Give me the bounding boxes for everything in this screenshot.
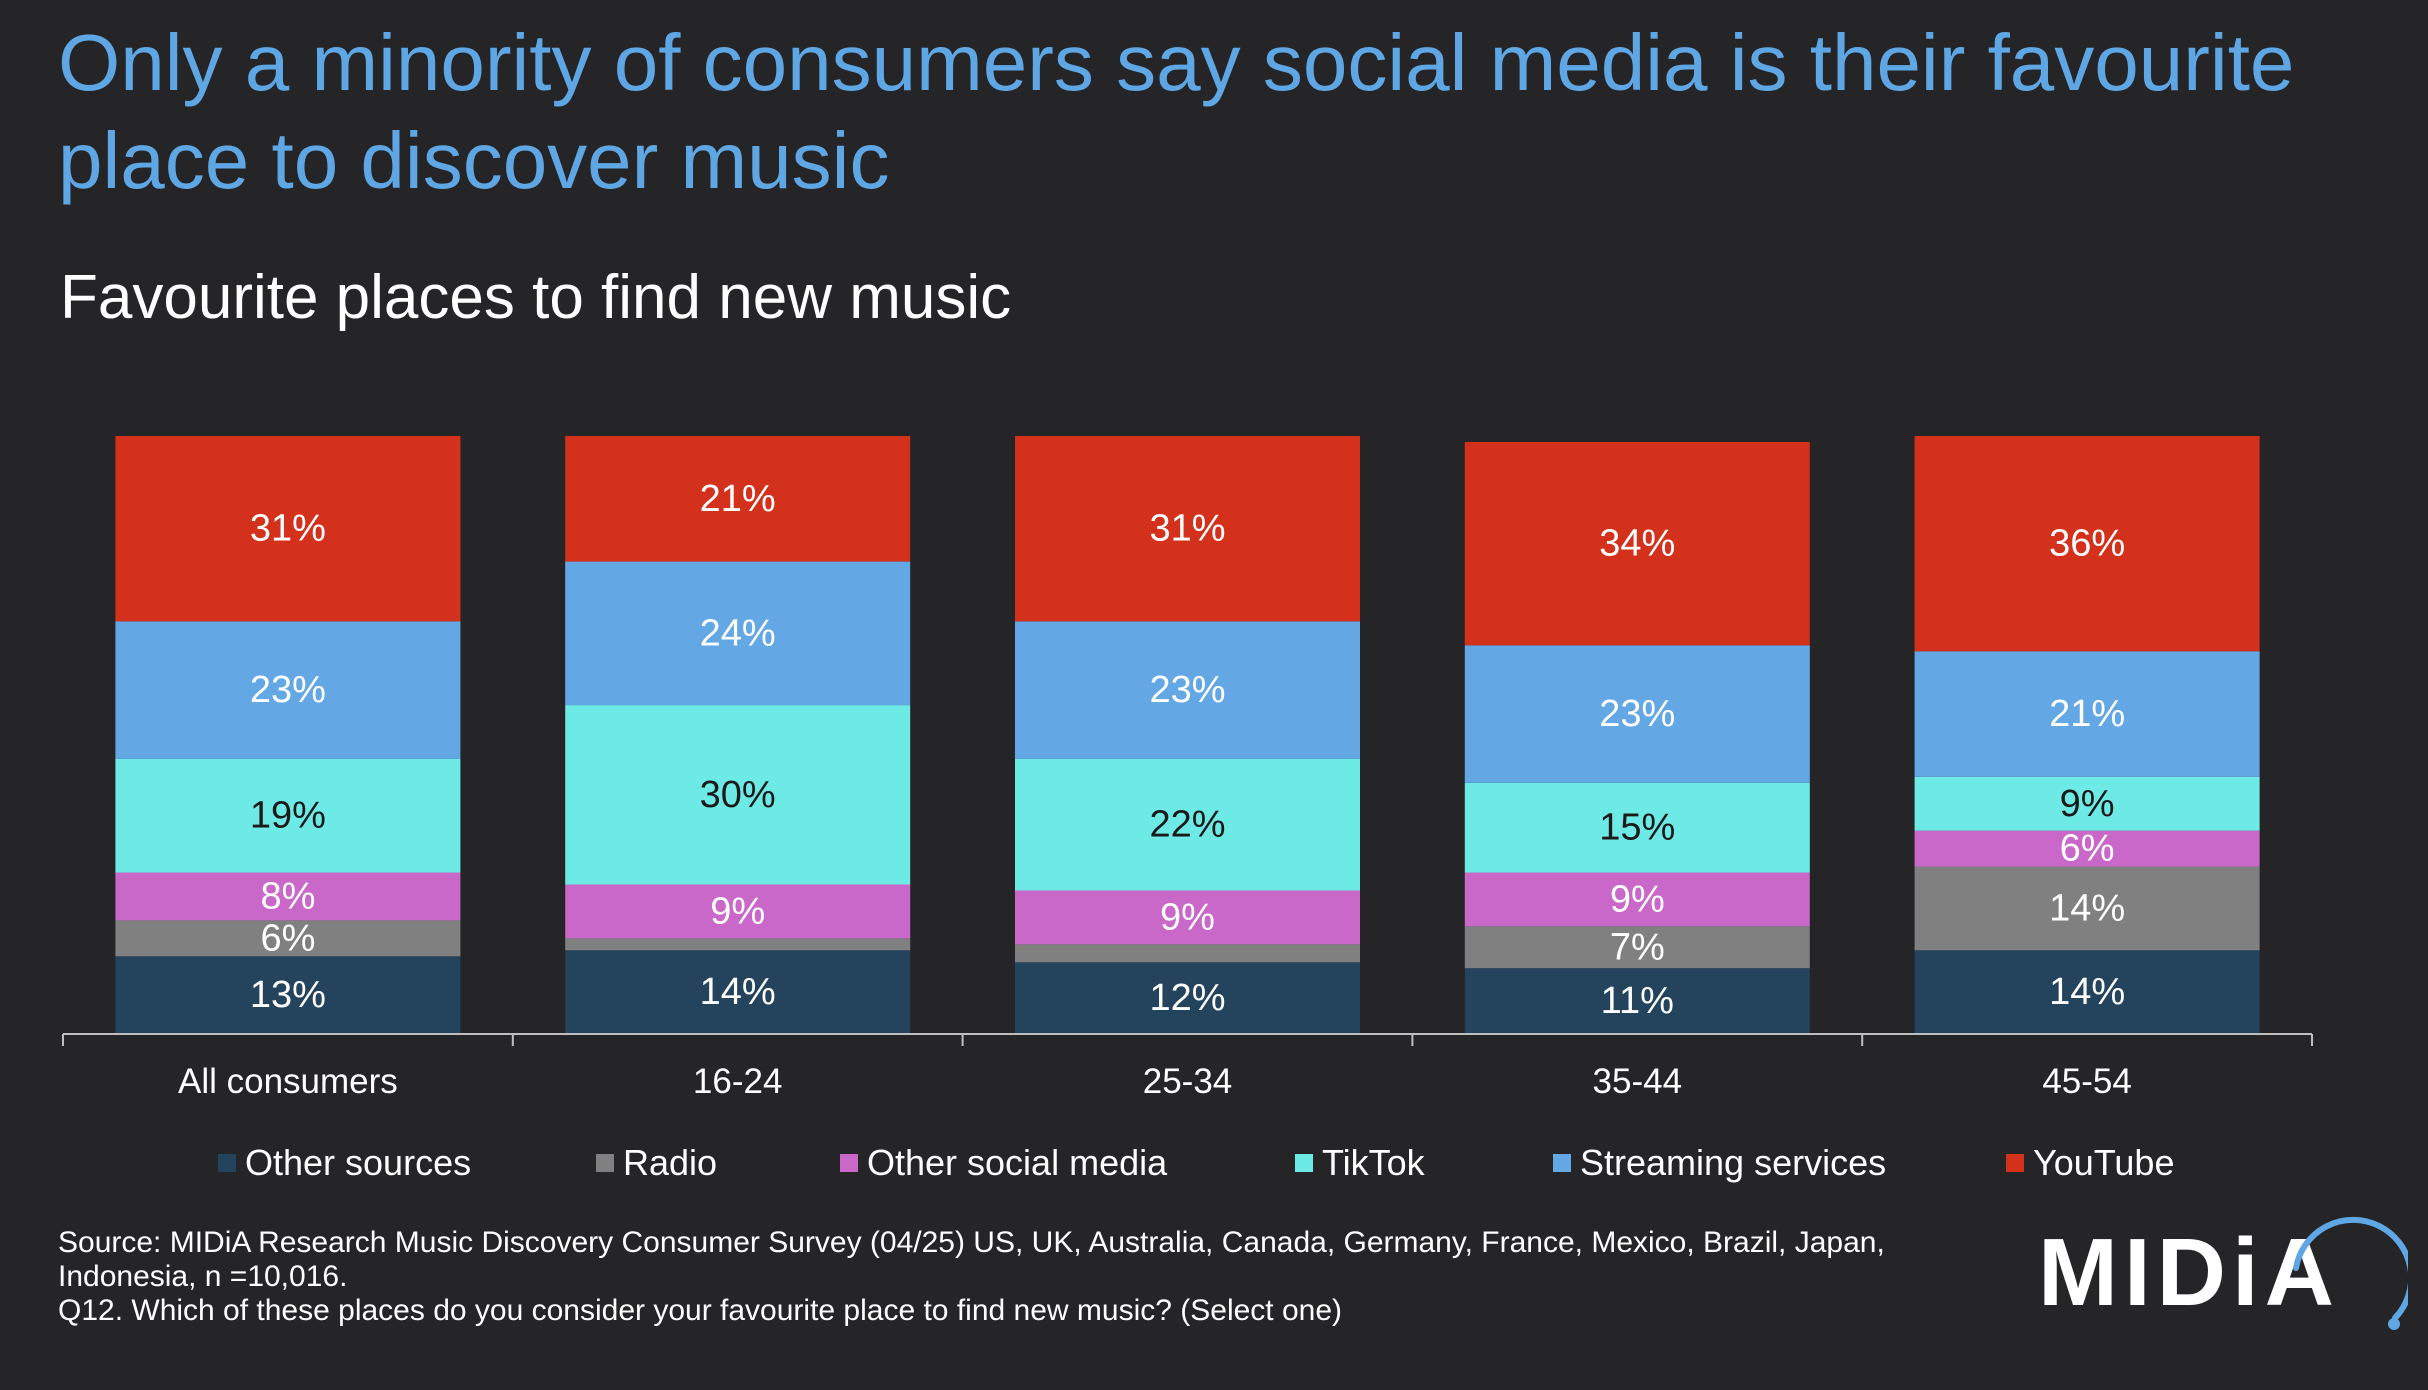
bar-segment-streaming-services-16-24 — [565, 561, 911, 706]
bar-segment-other-sources-45-54 — [1914, 950, 2260, 1034]
chart-subtitle: Favourite places to find new music — [60, 263, 1012, 332]
midia-logo: MIDiA — [2038, 1210, 2408, 1330]
legend-item-tiktok: TikTok — [1295, 1142, 1425, 1184]
data-label-tiktok-45-54: 9% — [2060, 783, 2115, 825]
legend-label-radio: Radio — [623, 1142, 718, 1183]
bar-segment-youtube-all-consumers — [115, 436, 461, 622]
bar-segment-other-sources-all-consumers — [115, 956, 461, 1034]
x-tick-label-all-consumers: All consumers — [178, 1062, 398, 1101]
data-label-other-social-media-35-44: 9% — [1610, 878, 1665, 920]
data-label-radio-all-consumers: 6% — [260, 917, 315, 959]
data-label-streaming-services-16-24: 24% — [700, 612, 776, 654]
x-tick-label-25-34: 25-34 — [1143, 1062, 1233, 1101]
bar-segment-streaming-services-45-54 — [1914, 651, 2260, 777]
bar-segment-radio-25-34 — [1015, 944, 1360, 963]
bar-segment-radio-45-54 — [1914, 866, 2260, 951]
legend-label-youtube: YouTube — [2033, 1142, 2175, 1183]
bar-segment-other-social-media-45-54 — [1914, 830, 2260, 867]
bar-segment-tiktok-all-consumers — [115, 758, 461, 873]
bar-segment-radio-35-44 — [1464, 926, 1810, 969]
source-line-3: Q12. Which of these places do you consid… — [58, 1294, 1343, 1327]
data-label-youtube-all-consumers: 31% — [250, 508, 326, 550]
chart-legend: Other sources Radio Other social media TikT… — [0, 1142, 2428, 1192]
data-label-youtube-45-54: 36% — [2049, 523, 2125, 565]
logo-text: MIDiA — [2038, 1219, 2340, 1326]
data-label-other-sources-all-consumers: 13% — [250, 974, 326, 1016]
bar-segment-other-social-media-35-44 — [1464, 872, 1810, 927]
legend-swatch-youtube — [2006, 1154, 2024, 1172]
legend-item-other-sources: Other sources — [218, 1142, 471, 1184]
bar-segment-tiktok-35-44 — [1464, 782, 1810, 873]
x-tick-label-35-44: 35-44 — [1593, 1062, 1683, 1101]
bar-segment-youtube-25-34 — [1015, 436, 1360, 622]
data-label-other-sources-45-54: 14% — [2049, 971, 2125, 1013]
data-label-other-social-media-25-34: 9% — [1160, 896, 1215, 938]
data-label-streaming-services-35-44: 23% — [1599, 693, 1675, 735]
data-label-tiktok-35-44: 15% — [1599, 807, 1675, 849]
data-label-streaming-services-25-34: 23% — [1149, 669, 1225, 711]
legend-swatch-other-sources — [218, 1154, 236, 1172]
x-tick-label-16-24: 16-24 — [693, 1062, 783, 1101]
data-label-other-sources-25-34: 12% — [1149, 977, 1225, 1019]
bar-segment-streaming-services-35-44 — [1464, 645, 1810, 783]
chart-title: Only a minority of consumers say social … — [58, 18, 2295, 205]
bar-segment-other-sources-25-34 — [1015, 962, 1360, 1034]
data-label-other-social-media-16-24: 9% — [710, 890, 765, 932]
bar-segment-tiktok-16-24 — [565, 705, 911, 885]
data-label-tiktok-25-34: 22% — [1149, 804, 1225, 846]
bar-segment-other-sources-16-24 — [565, 950, 911, 1034]
bar-segment-radio-16-24 — [565, 938, 911, 951]
bar-segment-youtube-16-24 — [565, 436, 911, 562]
data-label-other-sources-16-24: 14% — [700, 971, 776, 1013]
stacked-bar-chart: 13%6%8%19%23%31%All consumers14%9%30%24%… — [62, 436, 2313, 1101]
legend-item-streaming-services: Streaming services — [1553, 1142, 1886, 1184]
bar-segment-other-sources-35-44 — [1464, 968, 1810, 1034]
data-label-radio-35-44: 7% — [1610, 926, 1665, 968]
legend-label-tiktok: TikTok — [1322, 1142, 1425, 1183]
data-label-youtube-35-44: 34% — [1599, 523, 1675, 565]
bar-segment-tiktok-25-34 — [1015, 758, 1360, 891]
logo-arc-icon — [2293, 1216, 2408, 1330]
source-line-1: Source: MIDiA Research Music Discovery C… — [58, 1226, 1885, 1259]
data-label-streaming-services-all-consumers: 23% — [250, 669, 326, 711]
bar-segment-youtube-45-54 — [1914, 436, 2260, 652]
data-label-radio-45-54: 14% — [2049, 887, 2125, 929]
bar-segment-radio-all-consumers — [115, 920, 461, 957]
bar-segment-other-social-media-all-consumers — [115, 872, 461, 921]
data-label-other-social-media-all-consumers: 8% — [260, 875, 315, 917]
bar-segment-streaming-services-25-34 — [1015, 621, 1360, 759]
bar-segment-other-social-media-16-24 — [565, 884, 911, 939]
source-note: Source: MIDiA Research Music Discovery C… — [58, 1226, 1958, 1328]
legend-swatch-tiktok — [1295, 1154, 1313, 1172]
bar-segment-other-social-media-25-34 — [1015, 890, 1360, 945]
data-label-youtube-25-34: 31% — [1149, 508, 1225, 550]
legend-item-radio: Radio — [596, 1142, 717, 1184]
data-label-youtube-16-24: 21% — [700, 478, 776, 520]
data-label-tiktok-16-24: 30% — [700, 774, 776, 816]
x-tick-label-45-54: 45-54 — [2042, 1062, 2132, 1101]
data-label-streaming-services-45-54: 21% — [2049, 693, 2125, 735]
bar-segment-tiktok-45-54 — [1914, 776, 2260, 831]
data-label-tiktok-all-consumers: 19% — [250, 795, 326, 837]
bar-segment-youtube-35-44 — [1464, 441, 1810, 646]
legend-label-other-social-media: Other social media — [867, 1142, 1168, 1183]
data-label-other-sources-35-44: 11% — [1601, 980, 1674, 1022]
legend-item-other-social-media: Other social media — [840, 1142, 1167, 1184]
data-label-other-social-media-45-54: 6% — [2060, 828, 2115, 870]
legend-label-other-sources: Other sources — [245, 1142, 472, 1183]
legend-label-streaming-services: Streaming services — [1580, 1142, 1887, 1183]
source-line-2: Indonesia, n =10,016. — [58, 1260, 348, 1293]
legend-swatch-other-social-media — [840, 1154, 858, 1172]
legend-swatch-radio — [596, 1154, 614, 1172]
legend-swatch-streaming-services — [1553, 1154, 1571, 1172]
bar-segment-streaming-services-all-consumers — [115, 621, 461, 759]
legend-item-youtube: YouTube — [2006, 1142, 2174, 1184]
